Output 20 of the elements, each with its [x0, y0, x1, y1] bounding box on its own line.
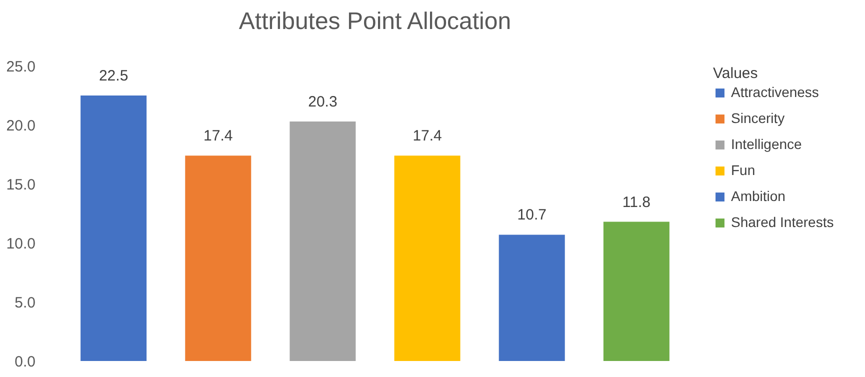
legend-label: Attractiveness: [731, 84, 819, 100]
legend-label: Intelligence: [731, 136, 802, 152]
y-tick-label: 5.0: [14, 294, 36, 312]
legend-label: Fun: [731, 162, 756, 178]
legend-title: Values: [713, 65, 758, 82]
y-tick-label: 20.0: [6, 118, 36, 134]
y-tick-label: 10.0: [6, 236, 36, 252]
legend-label: Shared Interests: [731, 214, 834, 230]
data-label: 10.7: [517, 206, 546, 224]
data-label: 22.5: [98, 68, 128, 84]
y-tick-label: 0.0: [14, 354, 36, 370]
data-label: 17.4: [204, 128, 233, 145]
y-tick-label: 25.0: [6, 58, 36, 76]
data-label: 20.3: [308, 93, 338, 110]
legend-label: Ambition: [731, 188, 786, 204]
data-label: 17.4: [412, 128, 442, 145]
legend-label: Sincerity: [731, 110, 785, 126]
y-tick-label: 15.0: [6, 176, 36, 194]
chart-title: Attributes Point Allocation: [238, 8, 512, 35]
data-label: 11.8: [622, 194, 650, 211]
